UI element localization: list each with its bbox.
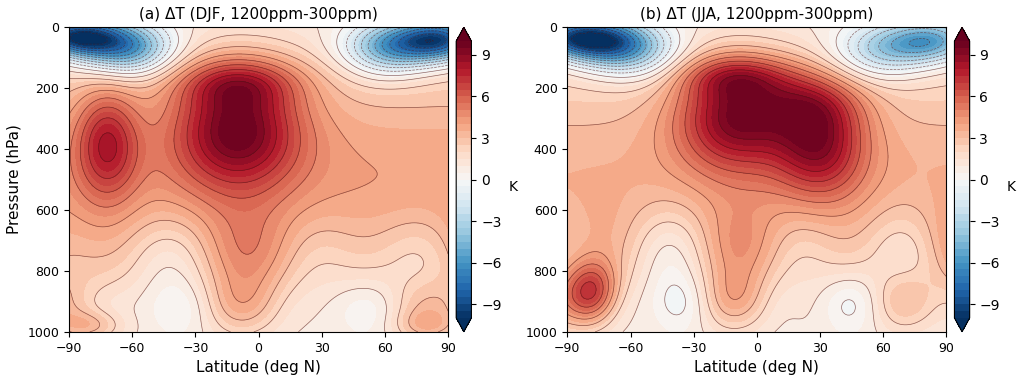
- Y-axis label: K: K: [508, 180, 517, 194]
- Y-axis label: K: K: [1007, 180, 1016, 194]
- Title: (b) ΔT (JJA, 1200ppm-300ppm): (b) ΔT (JJA, 1200ppm-300ppm): [640, 7, 873, 22]
- PathPatch shape: [954, 27, 970, 41]
- Y-axis label: Pressure (hPa): Pressure (hPa): [7, 125, 22, 235]
- PathPatch shape: [954, 318, 970, 332]
- X-axis label: Latitude (deg N): Latitude (deg N): [197, 360, 322, 375]
- PathPatch shape: [457, 27, 471, 41]
- X-axis label: Latitude (deg N): Latitude (deg N): [694, 360, 819, 375]
- Title: (a) ΔT (DJF, 1200ppm-300ppm): (a) ΔT (DJF, 1200ppm-300ppm): [139, 7, 378, 22]
- PathPatch shape: [457, 318, 471, 332]
